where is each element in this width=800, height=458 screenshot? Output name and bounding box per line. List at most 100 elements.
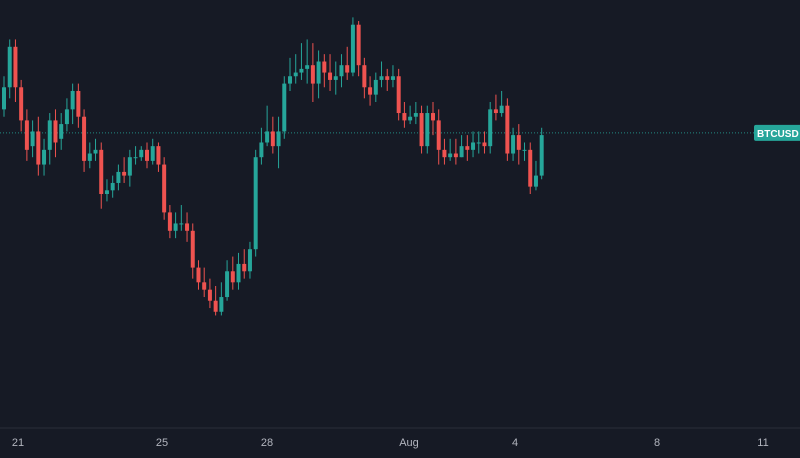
candle[interactable]: [110, 175, 115, 198]
candle[interactable]: [299, 43, 304, 80]
candle[interactable]: [24, 109, 29, 161]
candle[interactable]: [442, 138, 447, 165]
candle[interactable]: [453, 138, 458, 165]
candle[interactable]: [396, 68, 401, 121]
candle[interactable]: [265, 105, 270, 147]
candle[interactable]: [145, 142, 149, 169]
candle[interactable]: [350, 17, 355, 77]
candle[interactable]: [431, 102, 435, 136]
candle[interactable]: [133, 146, 138, 165]
candle[interactable]: [156, 142, 161, 172]
candle[interactable]: [185, 212, 190, 242]
candle[interactable]: [459, 135, 464, 158]
candle[interactable]: [150, 138, 155, 165]
candle[interactable]: [448, 138, 453, 161]
candle[interactable]: [408, 105, 413, 125]
candle[interactable]: [104, 179, 109, 202]
candle[interactable]: [225, 260, 230, 301]
candle[interactable]: [305, 39, 310, 84]
candle[interactable]: [310, 43, 315, 102]
candle[interactable]: [356, 21, 361, 77]
candle[interactable]: [259, 127, 264, 165]
candle[interactable]: [219, 282, 224, 316]
candle[interactable]: [413, 102, 418, 125]
candle[interactable]: [419, 105, 424, 154]
candle[interactable]: [190, 223, 195, 279]
candle[interactable]: [488, 102, 493, 154]
candle[interactable]: [196, 260, 201, 290]
candle[interactable]: [322, 54, 327, 88]
candle[interactable]: [116, 164, 121, 191]
candle[interactable]: [511, 127, 516, 161]
candle[interactable]: [539, 127, 544, 180]
candle[interactable]: [87, 142, 92, 169]
candle[interactable]: [505, 98, 510, 161]
candle[interactable]: [328, 54, 333, 91]
candle[interactable]: [53, 109, 58, 158]
candle[interactable]: [179, 205, 184, 231]
candle[interactable]: [162, 157, 167, 220]
candle[interactable]: [2, 76, 6, 117]
candle[interactable]: [316, 50, 321, 99]
candle[interactable]: [64, 98, 69, 132]
candle[interactable]: [339, 54, 344, 88]
candle[interactable]: [42, 138, 47, 176]
candle[interactable]: [533, 160, 538, 191]
candle[interactable]: [493, 94, 498, 121]
candle[interactable]: [13, 39, 18, 102]
candle[interactable]: [236, 252, 241, 290]
candle[interactable]: [127, 149, 132, 187]
candle[interactable]: [247, 241, 252, 279]
candle[interactable]: [282, 76, 287, 139]
candle[interactable]: [333, 61, 338, 95]
candle-body: [436, 120, 441, 150]
candle[interactable]: [425, 105, 430, 154]
candle[interactable]: [476, 131, 481, 154]
candle[interactable]: [202, 267, 207, 298]
candle[interactable]: [390, 65, 395, 88]
candle[interactable]: [30, 120, 35, 158]
candle[interactable]: [499, 90, 504, 117]
candle[interactable]: [293, 54, 298, 84]
candle[interactable]: [385, 68, 390, 91]
candle[interactable]: [242, 249, 247, 279]
candle[interactable]: [47, 113, 52, 165]
candle[interactable]: [19, 79, 24, 132]
candle[interactable]: [379, 61, 384, 88]
candle[interactable]: [139, 146, 144, 161]
candle[interactable]: [516, 124, 521, 165]
candle[interactable]: [270, 116, 275, 154]
candle[interactable]: [93, 138, 98, 161]
candle[interactable]: [465, 135, 470, 161]
candle[interactable]: [7, 39, 12, 99]
candle[interactable]: [99, 142, 104, 209]
candle[interactable]: [76, 83, 81, 128]
candle[interactable]: [122, 157, 127, 183]
candle[interactable]: [436, 109, 441, 165]
candle[interactable]: [288, 57, 292, 91]
candle[interactable]: [230, 256, 235, 290]
candle[interactable]: [173, 212, 178, 239]
candle[interactable]: [213, 286, 218, 316]
candle[interactable]: [207, 278, 212, 309]
candle[interactable]: [402, 102, 407, 128]
candle[interactable]: [373, 72, 378, 102]
time-axis[interactable]: 21 25 28 Aug 4 8 11: [12, 437, 769, 449]
candle[interactable]: [528, 142, 533, 194]
candle[interactable]: [82, 109, 87, 172]
candle[interactable]: [345, 46, 350, 80]
candle[interactable]: [368, 76, 373, 106]
candle[interactable]: [59, 113, 64, 150]
candle[interactable]: [482, 131, 487, 154]
candle[interactable]: [522, 142, 527, 161]
candle-body: [225, 271, 230, 298]
candle[interactable]: [276, 116, 281, 169]
candle[interactable]: [36, 116, 41, 176]
candle[interactable]: [471, 131, 476, 158]
candle[interactable]: [70, 83, 75, 125]
candle[interactable]: [253, 149, 258, 257]
candle[interactable]: [167, 205, 172, 239]
candle[interactable]: [362, 57, 367, 99]
